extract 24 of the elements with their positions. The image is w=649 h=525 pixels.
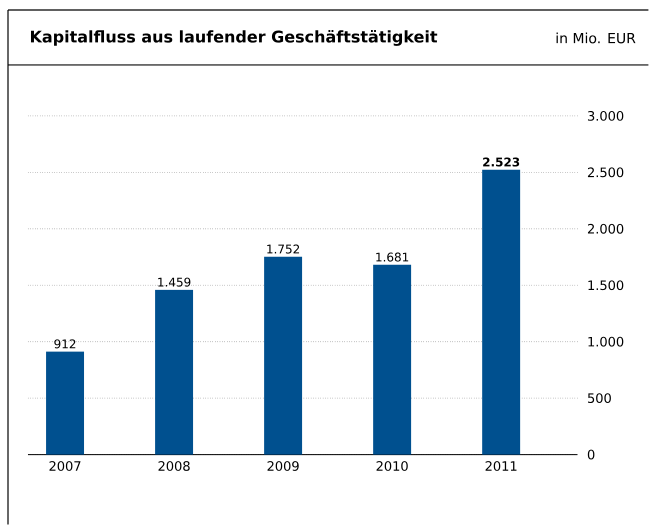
x-tick-label: 2010 — [376, 461, 408, 471]
data-label: 1.681 — [376, 252, 408, 262]
data-label: 1.752 — [267, 244, 300, 254]
data-label: 1.459 — [158, 278, 190, 287]
y-tick-label: 1.500 — [588, 280, 624, 290]
chart-subtitle: in Mio. EUR — [556, 32, 636, 44]
y-tick-label: 0 — [588, 450, 594, 460]
bar — [155, 290, 194, 455]
y-tick-label: 2.500 — [588, 167, 624, 178]
bar — [46, 352, 84, 455]
y-tick-label: 2.000 — [588, 224, 624, 234]
chart-title: Kapitalfluss aus laufender Geschäftstätigkeit — [30, 30, 438, 46]
y-tick-label: 3.000 — [588, 110, 624, 121]
bar — [373, 264, 412, 455]
bar — [482, 170, 520, 455]
x-tick-label: 2011 — [486, 461, 516, 471]
y-tick-label: 500 — [588, 393, 611, 403]
data-label: 912 — [54, 339, 76, 348]
y-tick-label: 1.000 — [588, 336, 624, 347]
x-tick-label: 2007 — [49, 461, 80, 471]
bar — [264, 256, 302, 455]
x-tick-label: 2009 — [268, 461, 299, 471]
x-tick-label: 2008 — [158, 461, 190, 471]
data-label: 2.523 — [483, 157, 520, 167]
